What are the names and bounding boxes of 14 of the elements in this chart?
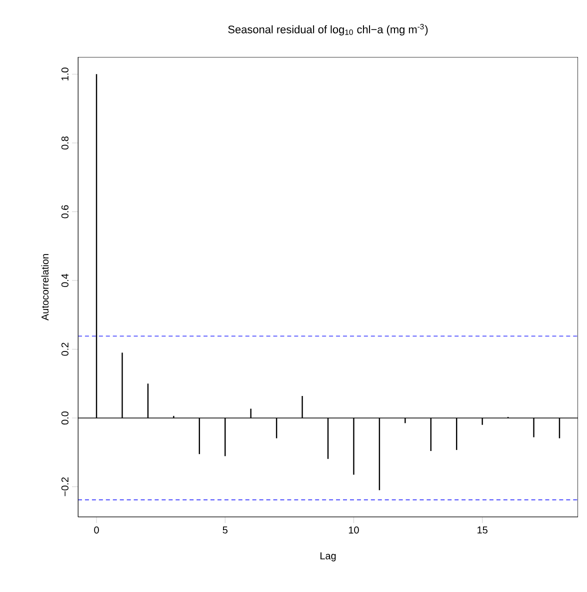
y-tick-label: 0.2 bbox=[61, 342, 68, 356]
y-tick-label: 0.6 bbox=[61, 205, 68, 218]
y-tick-label: 0.4 bbox=[61, 274, 68, 287]
x-tick-label: 0 bbox=[94, 526, 99, 534]
x-tick-label: 10 bbox=[348, 526, 359, 534]
y-tick-label: −0.2 bbox=[61, 477, 68, 496]
y-tick-label: 0.8 bbox=[61, 136, 68, 150]
y-axis-title: Autocorrelation bbox=[41, 254, 49, 320]
x-axis-title: Lag bbox=[320, 552, 336, 562]
y-tick-label: 1.0 bbox=[61, 68, 68, 80]
x-tick-label: 15 bbox=[478, 526, 488, 534]
y-tick-label: 0.0 bbox=[61, 411, 68, 425]
x-tick-label: 5 bbox=[222, 526, 228, 534]
chart-title: Seasonal residual of log$_{10}$ chl−a (mg m$^{-3}$) bbox=[228, 24, 428, 36]
